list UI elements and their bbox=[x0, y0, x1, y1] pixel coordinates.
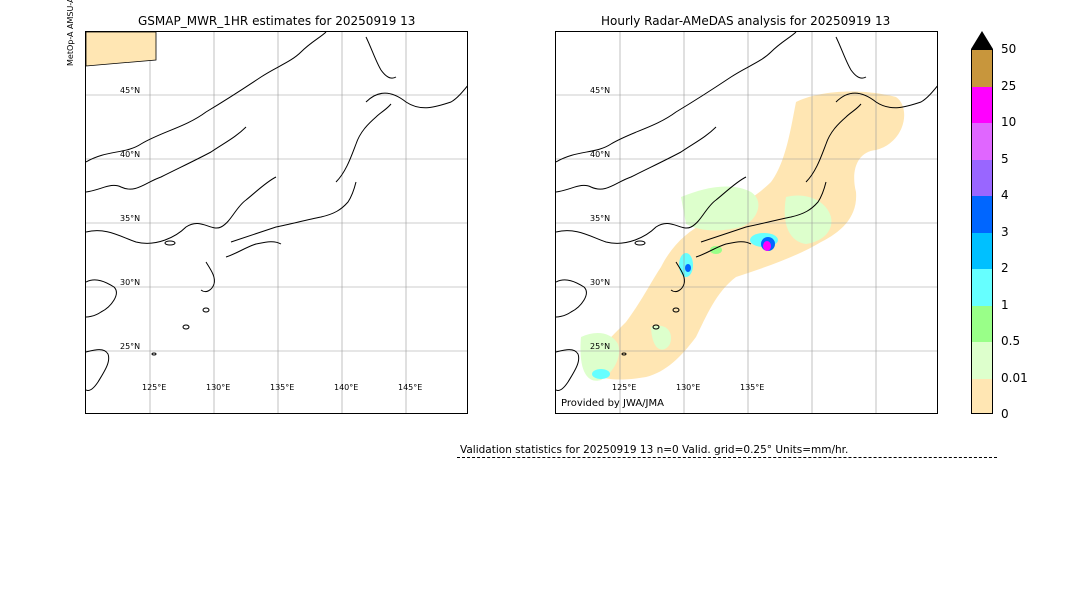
colorbar-tick: 0 bbox=[1001, 407, 1009, 421]
precip-intense-area bbox=[763, 241, 771, 251]
left-map-panel: 45°N 40°N 35°N 30°N 25°N 125°E 130°E 135… bbox=[85, 31, 468, 414]
precip-light-area bbox=[580, 332, 620, 381]
lon-label: 125°E bbox=[142, 383, 166, 392]
left-islands bbox=[151, 240, 210, 356]
lon-label: 125°E bbox=[612, 383, 636, 392]
colorbar-tick: 10 bbox=[1001, 115, 1017, 129]
left-map-title: GSMAP_MWR_1HR estimates for 20250919 13 bbox=[138, 14, 416, 28]
lat-label: 25°N bbox=[590, 342, 610, 351]
left-coastlines bbox=[86, 32, 467, 391]
colorbar-tick: 25 bbox=[1001, 79, 1017, 93]
colorbar-tick: 50 bbox=[1001, 42, 1017, 56]
right-graticule bbox=[556, 32, 937, 413]
colorbar-tick: 3 bbox=[1001, 225, 1009, 239]
colorbar-tick: 4 bbox=[1001, 188, 1009, 202]
colorbar-segment bbox=[972, 269, 992, 306]
lon-label: 130°E bbox=[676, 383, 700, 392]
lon-label: 140°E bbox=[334, 383, 358, 392]
lon-label: 135°E bbox=[270, 383, 294, 392]
right-map-panel: 45°N 40°N 35°N 30°N 25°N 125°E 130°E 135… bbox=[555, 31, 938, 414]
lat-label: 35°N bbox=[590, 214, 610, 223]
colorbar-tick: 0.01 bbox=[1001, 371, 1028, 385]
right-map-svg: 45°N 40°N 35°N 30°N 25°N 125°E 130°E 135… bbox=[556, 32, 937, 413]
colorbar-tick: 1 bbox=[1001, 298, 1009, 312]
right-lat-labels: 45°N 40°N 35°N 30°N 25°N bbox=[590, 86, 610, 351]
precip-heavy-area bbox=[685, 264, 691, 272]
lat-label: 45°N bbox=[590, 86, 610, 95]
colorbar-tick: 2 bbox=[1001, 261, 1009, 275]
precip-light-area bbox=[651, 325, 672, 350]
left-graticule bbox=[86, 32, 467, 413]
lat-label: 35°N bbox=[120, 214, 140, 223]
lat-label: 30°N bbox=[120, 278, 140, 287]
lat-label: 40°N bbox=[590, 150, 610, 159]
right-map-title: Hourly Radar-AMeDAS analysis for 2025091… bbox=[601, 14, 891, 28]
left-lon-labels: 125°E 130°E 135°E 140°E 145°E bbox=[142, 383, 422, 392]
colorbar-segment bbox=[972, 123, 992, 160]
precip-light-area bbox=[784, 195, 832, 244]
colorbar-extend-triangle bbox=[971, 31, 993, 49]
stats-divider bbox=[457, 457, 997, 458]
satellite-label-text: MetOp-A AMSU-A/MHS bbox=[66, 0, 75, 66]
right-lon-labels: 125°E 130°E 135°E bbox=[612, 383, 764, 392]
colorbar-segment bbox=[972, 159, 992, 196]
precip-coverage bbox=[586, 91, 905, 380]
data-credit: Provided by JWA/JMA bbox=[561, 398, 664, 409]
left-map-svg: 45°N 40°N 35°N 30°N 25°N 125°E 130°E 135… bbox=[86, 32, 467, 413]
colorbar-segment bbox=[972, 232, 992, 269]
right-coastlines bbox=[556, 32, 937, 391]
satellite-label: MetOp-A AMSU-A/MHS bbox=[66, 0, 75, 66]
colorbar-tick: 0.5 bbox=[1001, 334, 1021, 348]
precip-moderate-area bbox=[710, 246, 722, 254]
lat-label: 45°N bbox=[120, 86, 140, 95]
left-lat-labels: 45°N 40°N 35°N 30°N 25°N bbox=[120, 86, 140, 351]
swath-region bbox=[86, 32, 157, 67]
validation-stats: Validation statistics for 20250919 13 n=… bbox=[460, 444, 849, 456]
colorbar-segment bbox=[972, 305, 992, 342]
lat-label: 40°N bbox=[120, 150, 140, 159]
lat-label: 30°N bbox=[590, 278, 610, 287]
precip-moderate-area bbox=[592, 369, 610, 379]
lon-label: 135°E bbox=[740, 383, 764, 392]
colorbar-segment bbox=[972, 378, 992, 413]
lat-label: 25°N bbox=[120, 342, 140, 351]
lon-label: 130°E bbox=[206, 383, 230, 392]
colorbar-segment bbox=[972, 50, 992, 87]
colorbar-segment bbox=[972, 196, 992, 233]
colorbar-segment bbox=[972, 342, 992, 379]
right-islands bbox=[621, 240, 680, 356]
colorbar-segment bbox=[972, 86, 992, 123]
colorbar-tick: 5 bbox=[1001, 152, 1009, 166]
precip-moderate-area bbox=[679, 253, 693, 277]
lon-label: 145°E bbox=[398, 383, 422, 392]
precip-light-area bbox=[681, 186, 759, 231]
colorbar bbox=[971, 49, 993, 414]
